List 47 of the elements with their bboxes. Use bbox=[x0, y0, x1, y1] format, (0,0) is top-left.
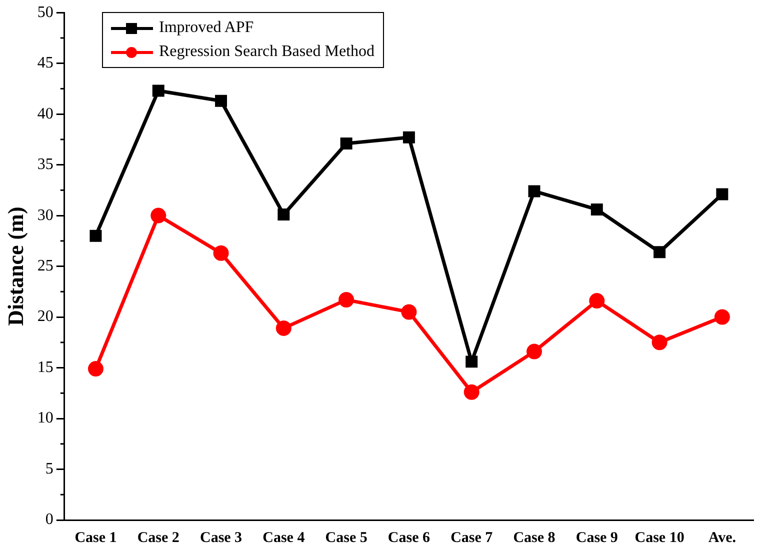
x-tick-label: Case 2 bbox=[137, 530, 180, 546]
point bbox=[526, 344, 542, 360]
y-tick-label: 0 bbox=[45, 511, 54, 528]
x-tick-label: Case 6 bbox=[388, 530, 430, 546]
point bbox=[90, 230, 102, 242]
point bbox=[401, 304, 417, 320]
point bbox=[338, 292, 354, 308]
y-tick-label: 15 bbox=[37, 358, 54, 376]
y-tick-label: 50 bbox=[37, 4, 54, 21]
x-tick-label: Case 3 bbox=[200, 530, 242, 546]
point bbox=[464, 384, 480, 400]
point bbox=[402, 131, 415, 144]
point bbox=[654, 246, 666, 258]
point bbox=[150, 208, 166, 224]
x-tick-label: Ave. bbox=[708, 530, 736, 546]
point bbox=[652, 334, 668, 350]
point bbox=[590, 203, 603, 216]
x-tick-label: Case 5 bbox=[325, 530, 368, 546]
point bbox=[88, 361, 104, 377]
x-tick-label: Case 7 bbox=[450, 530, 494, 546]
y-axis-title: Distance (m) bbox=[2, 206, 28, 326]
x-tick-label: Case 1 bbox=[74, 530, 117, 546]
point bbox=[528, 185, 540, 198]
point bbox=[716, 188, 728, 200]
y-tick-label: 10 bbox=[37, 410, 54, 427]
point bbox=[276, 320, 292, 336]
y-tick-label: 25 bbox=[37, 258, 54, 275]
x-tick-label: Case 4 bbox=[262, 530, 306, 546]
y-tick-label: 5 bbox=[45, 460, 54, 478]
point bbox=[340, 138, 352, 150]
x-tick-label: Case 8 bbox=[513, 530, 556, 546]
point bbox=[466, 356, 478, 368]
point bbox=[213, 245, 229, 261]
point bbox=[714, 309, 730, 325]
point bbox=[152, 84, 164, 97]
y-tick-label: 30 bbox=[37, 206, 54, 224]
legend-label: Improved APF bbox=[159, 19, 254, 37]
x-tick-label: Case 9 bbox=[576, 530, 618, 546]
point bbox=[589, 293, 605, 309]
y-tick-label: 35 bbox=[37, 156, 54, 174]
legend-label: Regression Search Based Method bbox=[159, 43, 375, 61]
x-tick-label: Case 10 bbox=[634, 530, 684, 546]
point bbox=[215, 94, 228, 107]
y-tick-label: 45 bbox=[37, 54, 54, 72]
point bbox=[278, 208, 290, 221]
y-tick-label: 40 bbox=[37, 105, 54, 122]
y-tick-label: 20 bbox=[37, 308, 54, 326]
